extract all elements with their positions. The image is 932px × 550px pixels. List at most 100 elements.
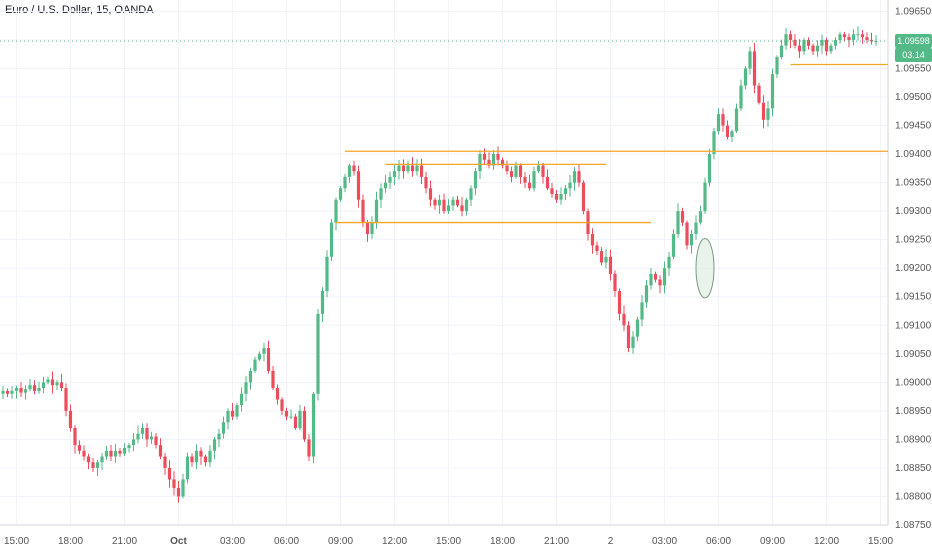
candle-body bbox=[604, 256, 608, 263]
y-tick-label: 1.09250 bbox=[895, 235, 932, 246]
x-tick-label: Oct bbox=[170, 536, 187, 547]
y-tick-label: 1.09650 bbox=[895, 6, 932, 17]
annotation-ellipse bbox=[695, 238, 715, 299]
candle-body bbox=[613, 273, 617, 292]
candle-body bbox=[100, 456, 104, 463]
x-tick-label: 15:00 bbox=[436, 536, 461, 547]
y-tick-label: 1.09100 bbox=[895, 320, 932, 331]
candle-body bbox=[77, 445, 82, 451]
candle-body bbox=[356, 171, 361, 200]
candle-body bbox=[226, 410, 230, 423]
candle-body bbox=[379, 188, 383, 200]
candle-body bbox=[248, 370, 253, 383]
candle-body bbox=[545, 176, 550, 189]
x-tick-label: 21:00 bbox=[544, 536, 569, 547]
last-price-tag: 1.09598 bbox=[895, 34, 932, 49]
candle-body bbox=[374, 199, 379, 223]
candle-body bbox=[568, 182, 572, 189]
candle-body bbox=[851, 34, 856, 40]
candle-body bbox=[302, 410, 307, 440]
candle-body bbox=[869, 39, 874, 42]
candle-body bbox=[392, 171, 397, 177]
candle-body bbox=[235, 405, 239, 417]
candle-body bbox=[28, 385, 32, 390]
bar-countdown-tag: 03:14 bbox=[895, 48, 932, 63]
y-tick-label: 1.08800 bbox=[895, 491, 932, 502]
candle-body bbox=[473, 171, 478, 189]
candle-body bbox=[842, 34, 847, 38]
candle-body bbox=[676, 211, 680, 234]
candle-body bbox=[104, 450, 109, 457]
candle-body bbox=[734, 108, 739, 132]
candle-body bbox=[770, 74, 775, 109]
candle-body bbox=[667, 256, 671, 269]
candle-body bbox=[293, 416, 298, 428]
candle-body bbox=[761, 102, 766, 120]
candle-body bbox=[617, 291, 622, 314]
candle-body bbox=[122, 447, 127, 454]
candle-body bbox=[694, 222, 698, 234]
candle-body bbox=[347, 165, 352, 177]
candle-body bbox=[788, 34, 793, 40]
x-tick-label: 15:00 bbox=[4, 536, 29, 547]
candle-body bbox=[370, 222, 374, 234]
candle-body bbox=[401, 165, 406, 172]
candle-body bbox=[91, 462, 95, 468]
x-tick-label: 09:00 bbox=[328, 536, 353, 547]
candle-body bbox=[140, 427, 145, 434]
candle-body bbox=[509, 171, 514, 177]
candle-body bbox=[410, 165, 415, 172]
candle-body bbox=[581, 182, 586, 212]
y-tick-label: 1.09450 bbox=[895, 121, 932, 132]
candle-body bbox=[707, 154, 712, 183]
candle-body bbox=[127, 445, 131, 448]
candle-body bbox=[838, 34, 842, 40]
candle-body bbox=[563, 188, 568, 195]
candle-body bbox=[298, 410, 302, 428]
candle-body bbox=[802, 39, 806, 52]
candle-body bbox=[590, 233, 595, 246]
candle-body bbox=[428, 188, 433, 200]
candle-body bbox=[262, 348, 266, 354]
candle-body bbox=[230, 410, 235, 417]
x-tick-label: 18:00 bbox=[490, 536, 515, 547]
candle-body bbox=[388, 176, 392, 183]
candle-body bbox=[289, 416, 293, 418]
candle-body bbox=[64, 388, 68, 411]
candle-body bbox=[217, 433, 221, 440]
candle-body bbox=[671, 233, 676, 257]
candle-body bbox=[572, 171, 577, 183]
candle-body bbox=[608, 256, 613, 274]
candle-body bbox=[284, 410, 289, 417]
candle-body bbox=[491, 154, 496, 166]
candle-body bbox=[149, 436, 154, 440]
candle-body bbox=[446, 205, 451, 212]
candle-body bbox=[865, 37, 869, 40]
y-tick-label: 1.08750 bbox=[895, 520, 932, 531]
candle-body bbox=[415, 165, 419, 172]
candle-body bbox=[239, 393, 244, 406]
candle-body bbox=[208, 450, 212, 463]
candle-body bbox=[626, 325, 631, 349]
candle-body bbox=[199, 450, 203, 457]
candle-body bbox=[68, 410, 73, 428]
candle-body bbox=[19, 388, 23, 393]
candle-body bbox=[311, 393, 316, 457]
candle-body bbox=[554, 194, 559, 200]
candle-body bbox=[784, 34, 788, 46]
y-tick-label: 1.09300 bbox=[895, 206, 932, 217]
candle-body bbox=[194, 450, 199, 463]
candle-body bbox=[1, 390, 5, 394]
candle-body bbox=[145, 427, 149, 440]
candle-body bbox=[779, 45, 784, 58]
candle-body bbox=[320, 291, 325, 314]
candle-body bbox=[46, 379, 50, 383]
candle-body bbox=[185, 456, 190, 480]
candle-body bbox=[361, 199, 365, 223]
candle-body bbox=[154, 436, 158, 446]
candle-body bbox=[833, 39, 838, 46]
y-tick-label: 1.09000 bbox=[895, 377, 932, 388]
candle-body bbox=[739, 85, 743, 109]
y-tick-label: 1.09500 bbox=[895, 92, 932, 103]
